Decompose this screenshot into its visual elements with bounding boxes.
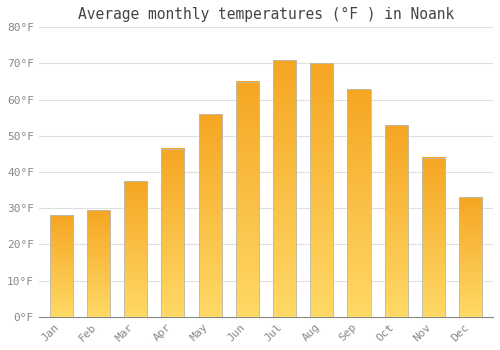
- Title: Average monthly temperatures (°F ) in Noank: Average monthly temperatures (°F ) in No…: [78, 7, 454, 22]
